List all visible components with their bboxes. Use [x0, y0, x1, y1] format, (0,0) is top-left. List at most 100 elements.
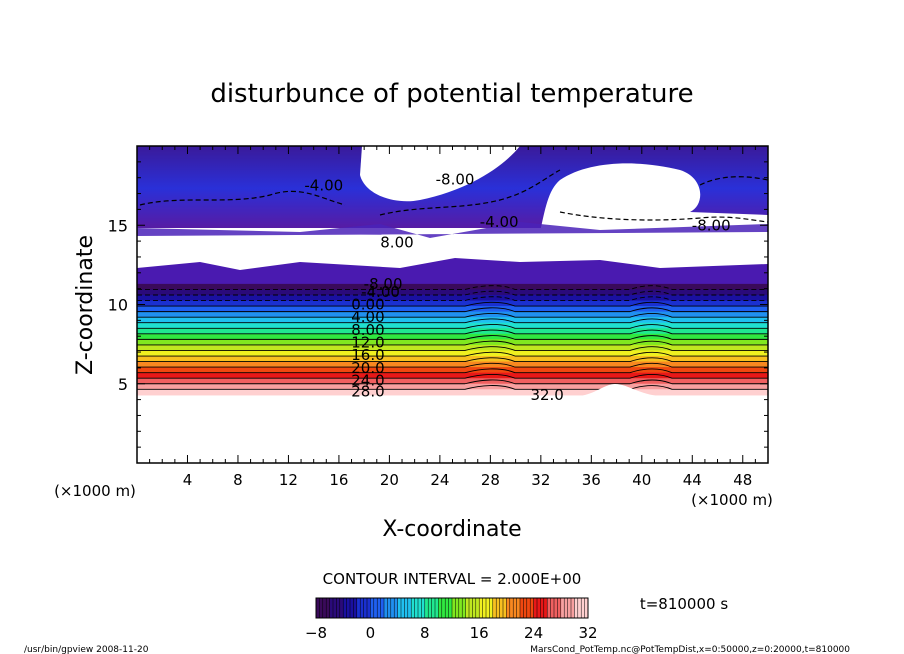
- contour-label: 20.0: [351, 359, 384, 377]
- contour-label: 28.0: [351, 383, 384, 401]
- layer-band: [137, 333, 768, 340]
- contour-label: 32.0: [530, 386, 563, 404]
- x-tick-label: 4: [183, 471, 193, 489]
- x-tick-label: 24: [430, 471, 449, 489]
- contour-lines: [137, 285, 768, 390]
- x-tick-label: 36: [582, 471, 601, 489]
- dashed-contour: [559, 211, 768, 223]
- contour-line: [137, 301, 768, 307]
- layer-band: [137, 367, 768, 374]
- x-tick-label: 20: [380, 471, 399, 489]
- layer-band: [137, 322, 768, 329]
- turbulent-fringe: [137, 258, 768, 290]
- dashed-contour: [139, 190, 346, 206]
- layer-band: [137, 294, 768, 302]
- contour-line: [137, 368, 768, 374]
- contour-label: -8.00: [692, 216, 731, 234]
- y-tick-label: 10: [108, 296, 128, 315]
- colorbar-tick-label: 0: [366, 624, 376, 642]
- layer-band: [137, 344, 768, 352]
- stratified-layers: [137, 283, 768, 396]
- x-tick-label: 40: [632, 471, 651, 489]
- layer-band: [137, 389, 768, 396]
- layer-band: [137, 328, 768, 335]
- time-label: t=810000 s: [640, 595, 728, 613]
- layer-band: [137, 289, 768, 296]
- x-tick-label: 32: [531, 471, 550, 489]
- x-axis-label: X-coordinate: [382, 517, 521, 542]
- colorbar-tick-label: 24: [524, 624, 543, 642]
- contour-line: [137, 385, 768, 390]
- layer-band: [137, 300, 768, 307]
- colorbar: [315, 597, 589, 619]
- contour-line: [137, 346, 768, 351]
- dashed-contour: [379, 169, 561, 216]
- contour-label: 8.00: [351, 321, 384, 339]
- colorbar-tick-label: 16: [470, 624, 489, 642]
- contour-line: [137, 329, 768, 335]
- x-tick-label: 8: [233, 471, 243, 489]
- contour-line: [137, 362, 768, 368]
- contour-label: -4.00: [480, 213, 519, 231]
- colorbar-tick-label: 8: [420, 624, 430, 642]
- x-unit-right: (×1000 m): [691, 491, 773, 509]
- contour-label: 12.0: [351, 334, 384, 352]
- contour-line: [137, 290, 768, 296]
- colorbar-swatch: [465, 598, 480, 618]
- contour-line: [137, 324, 768, 329]
- layer-band: [137, 372, 768, 379]
- layer-band: [137, 350, 768, 357]
- x-tick-label: 16: [329, 471, 348, 489]
- contour-line: [137, 285, 768, 290]
- contour-label: 4.00: [351, 308, 384, 326]
- colorbar-ticks: −8 0 8 16 24 32: [305, 624, 598, 642]
- y-tick-label: 15: [108, 216, 128, 235]
- contour-line: [137, 335, 768, 340]
- contour-line: [137, 351, 768, 357]
- plot-area: [137, 146, 768, 463]
- colorbar-swatch: [329, 598, 344, 618]
- x-tick-label: 12: [279, 471, 298, 489]
- contour-label: 0.00: [351, 296, 384, 314]
- footer-left: /usr/bin/gpview 2008-11-20: [24, 645, 149, 654]
- y-axis-label: Z-coordinate: [73, 235, 98, 375]
- layer-band: [137, 283, 768, 291]
- contour-label: -8.00: [364, 275, 403, 293]
- layer-band: [137, 311, 768, 318]
- layer-band: [137, 378, 768, 385]
- turbulent-fringe: [137, 222, 768, 238]
- contour-labels: -4.00 -8.00-4.00 -8.008.00-8.00-4.000.004.…: [304, 170, 730, 404]
- chart-title: disturbunce of potential temperature: [210, 79, 693, 109]
- contour-line: [137, 379, 768, 385]
- contour-line: [137, 307, 768, 313]
- x-axis-ticks: 4 8 12 16 20 24 28 32 36 40 44 48: [149, 146, 756, 489]
- layer-band: [137, 306, 768, 313]
- layer-band: [137, 339, 768, 346]
- y-axis-ticks: 5 10 15: [108, 161, 768, 448]
- colorbar-tick-label: −8: [305, 624, 327, 642]
- upper-cloud-blob: [540, 163, 768, 232]
- x-unit-left: (×1000 m): [54, 482, 136, 500]
- dashed-contour: [699, 176, 768, 186]
- x-tick-label: 28: [481, 471, 500, 489]
- contour-label: -4.00: [304, 177, 343, 195]
- contour-line: [137, 357, 768, 363]
- y-tick-label: 5: [118, 375, 128, 394]
- colorbar-swatch: [397, 598, 412, 618]
- layer-band: [137, 317, 768, 324]
- contour-interval-text: CONTOUR INTERVAL = 2.000E+00: [323, 570, 582, 588]
- lower-white-region: [137, 384, 768, 463]
- upper-cloud-blob: [360, 146, 520, 202]
- contour-label: 24.0: [351, 372, 384, 390]
- footer-right: MarsCond_PotTemp.nc@PotTempDist,x=0:5000…: [530, 645, 850, 654]
- contour-label: 16.0: [351, 346, 384, 364]
- layer-band: [137, 361, 768, 368]
- layer-band: [137, 356, 768, 363]
- contour-line: [137, 374, 768, 379]
- contour-label: -4.00: [361, 283, 400, 301]
- x-tick-label: 44: [683, 471, 702, 489]
- contour-label: 8.00: [380, 234, 413, 252]
- x-tick-label: 48: [733, 471, 752, 489]
- contour-line: [137, 312, 768, 318]
